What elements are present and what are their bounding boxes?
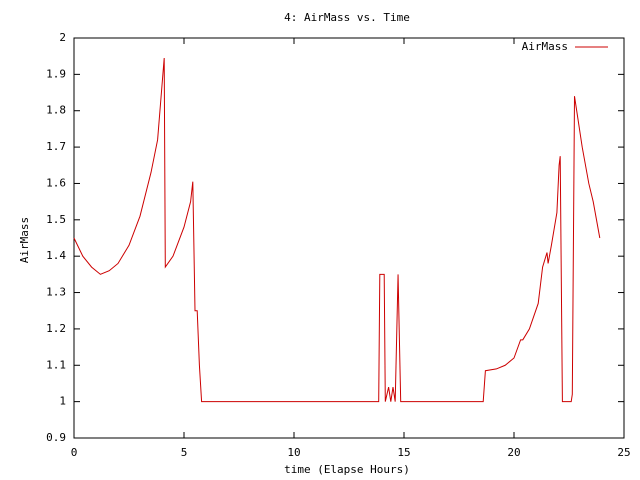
y-tick-label: 1.1 xyxy=(46,358,66,371)
y-tick-label: 1.9 xyxy=(46,67,66,80)
y-tick-label: 1.8 xyxy=(46,104,66,117)
legend-label: AirMass xyxy=(522,40,568,53)
y-tick-label: 1.2 xyxy=(46,322,66,335)
x-tick-label: 25 xyxy=(617,446,630,459)
y-tick-label: 1 xyxy=(59,395,66,408)
y-tick-label: 1.3 xyxy=(46,286,66,299)
x-tick-label: 5 xyxy=(181,446,188,459)
y-tick-label: 0.9 xyxy=(46,431,66,444)
x-tick-label: 20 xyxy=(507,446,520,459)
y-axis-label: AirMass xyxy=(18,217,31,263)
x-tick-label: 15 xyxy=(397,446,410,459)
y-tick-label: 1.7 xyxy=(46,140,66,153)
x-tick-label: 0 xyxy=(71,446,78,459)
y-tick-label: 1.5 xyxy=(46,213,66,226)
chart-title: 4: AirMass vs. Time xyxy=(284,11,410,24)
y-tick-label: 1.4 xyxy=(46,249,66,262)
data-line xyxy=(73,57,601,403)
x-axis-label: time (Elapse Hours) xyxy=(284,463,410,476)
x-tick-label: 10 xyxy=(287,446,300,459)
y-tick-label: 1.6 xyxy=(46,176,66,189)
y-tick-label: 2 xyxy=(59,31,66,44)
